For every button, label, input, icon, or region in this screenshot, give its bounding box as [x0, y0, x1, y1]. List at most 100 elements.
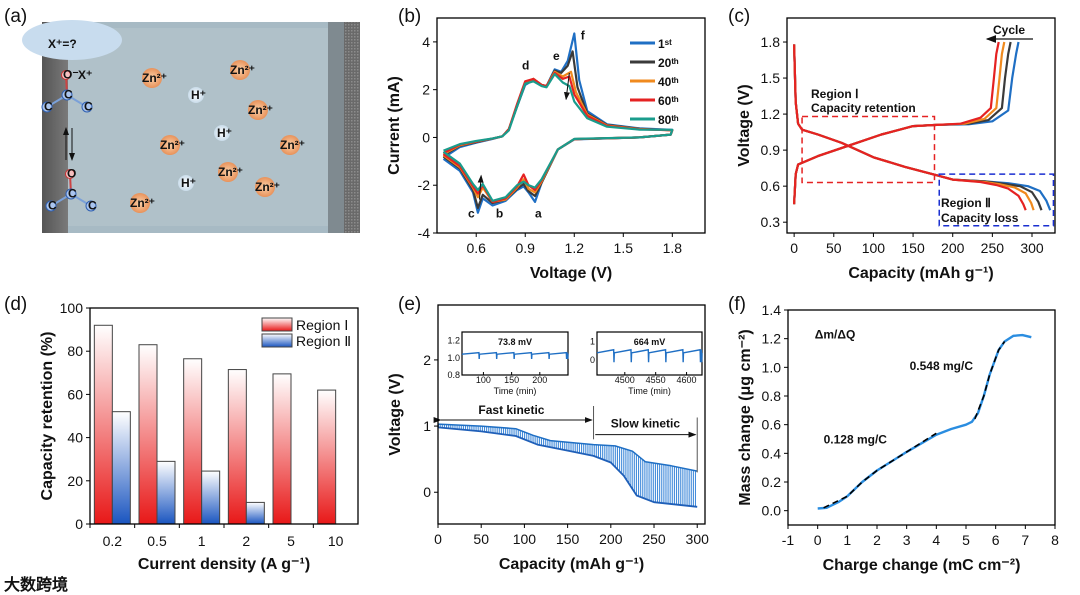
- inset-x-tick-label: 100: [476, 375, 491, 385]
- bar-region-1: [317, 389, 337, 525]
- inset-y-tick-label: 0.8: [447, 370, 460, 380]
- x-tick-label: 300: [686, 531, 710, 547]
- y-tick-label: 2: [423, 352, 431, 368]
- y-axis-title: Voltage (V): [387, 373, 404, 455]
- bar-region-1: [227, 369, 247, 525]
- bar-region-1: [272, 373, 292, 525]
- oxygen-atom: [65, 169, 75, 179]
- zn-ion: [160, 135, 180, 155]
- h-ion-label: H⁺: [191, 88, 206, 102]
- y-axis-title: Current (mA): [386, 76, 403, 175]
- y-tick-label: 100: [60, 300, 84, 316]
- watermark: 大数跨境: [4, 575, 68, 594]
- x-tick-label: 150: [556, 531, 580, 547]
- inset-y-tick-label: 0: [590, 355, 595, 365]
- zn-ion-label: Zn²⁺: [248, 103, 273, 117]
- legend-label: 80ᵗʰ: [658, 113, 679, 127]
- x-axis-title: Current density (A g⁻¹): [138, 556, 310, 573]
- axes-frame: [786, 17, 1056, 234]
- legend-label: 60ᵗʰ: [658, 94, 679, 108]
- zn-ion-label: Zn²⁺: [255, 180, 280, 194]
- fit-line: [823, 432, 937, 509]
- charge-curve: [793, 41, 1020, 205]
- peak-label: d: [522, 58, 529, 72]
- peak-label: a: [535, 206, 542, 220]
- y-tick-label: 0.6: [761, 178, 781, 194]
- y-tick-label: 0.2: [762, 474, 782, 490]
- x-tick-label: 4: [932, 532, 940, 548]
- slow-kinetic-label: Slow kinetic: [611, 416, 681, 430]
- x-tick-label: 0.6: [466, 240, 486, 256]
- bar-region-2: [201, 470, 221, 525]
- zn-ion: [142, 68, 162, 88]
- bubble-text: X⁺=?: [48, 37, 77, 51]
- bar-region-2: [111, 411, 131, 525]
- carbon-atom: [65, 188, 77, 200]
- inset-y-tick-label: 1.0: [447, 353, 460, 363]
- region-2-box: [938, 173, 1055, 227]
- plots: (a) (b) (c) (d) (e) (f) 0.6 0.9 1.2 1.5 1.8 -4 -2 0 2 4…: [4, 6, 1059, 594]
- zn-ion-label: Zn²⁺: [160, 138, 185, 152]
- x-tick-label: 6: [992, 532, 1000, 548]
- carbon-atom: [81, 101, 93, 113]
- y-axis-title: Capacity retention (%): [39, 332, 56, 501]
- panel-label: (d): [4, 294, 27, 315]
- fit-line: [974, 341, 1006, 420]
- zn-ion-label: Zn²⁺: [142, 71, 167, 85]
- x-tick-label: 0: [434, 531, 442, 547]
- x-tick-label: 1.2: [565, 240, 585, 256]
- inset-x-tick-label: 150: [504, 375, 519, 385]
- x-axis-title: Charge change (mC cm⁻²): [823, 557, 1021, 574]
- region-1-title: Region Ⅰ: [811, 87, 859, 101]
- x-tick-label: 200: [599, 531, 623, 547]
- y-tick-label: -2: [418, 177, 431, 193]
- gitt-pulses: [438, 424, 696, 507]
- x-tick-label: 2: [873, 532, 881, 548]
- x-tick-label: 3: [903, 532, 911, 548]
- y-tick-label: 1.5: [761, 70, 781, 86]
- inset-x-axis-title: Time (min): [628, 386, 671, 396]
- y-axis-title: Mass change (μg cm⁻²): [737, 329, 754, 506]
- x-tick-label: -1: [782, 532, 795, 548]
- y-tick-label: 0.4: [762, 445, 782, 461]
- carbon-atom: [45, 200, 57, 212]
- panel-d-chart: 0 20 40 60 80 100 Current density (A g⁻¹) Capac…: [39, 300, 359, 573]
- legend-label: Region Ⅰ: [296, 317, 348, 333]
- inset-x-tick-label: 4600: [677, 375, 697, 385]
- discharge-curve: [793, 44, 1027, 211]
- decrease-arrow-icon: [563, 72, 570, 101]
- inset-title: 73.8 mV: [498, 337, 532, 347]
- y-tick-label: 20: [67, 473, 83, 489]
- oxygen-label: O⁻: [63, 68, 79, 82]
- bar-region-1: [93, 324, 113, 525]
- carbon-label: C: [88, 199, 97, 213]
- y-tick-label: 0: [75, 516, 83, 532]
- carbon-label: C: [64, 88, 73, 102]
- y-tick-label: -4: [418, 225, 431, 241]
- panel-f-chart: -1 0 1 2 3 4 5 6 7 8 0.0 0.2 0.4 0.6 0.8 1.0 1.2 1.4 Charg…: [737, 302, 1059, 574]
- speech-bubble: [22, 20, 122, 60]
- legend-label: 1ˢᵗ: [658, 37, 672, 51]
- carbon-atom: [85, 200, 97, 212]
- zn-ion: [130, 193, 150, 213]
- x-tick-label: 0: [814, 532, 822, 548]
- x-tick-label: 250: [642, 531, 666, 547]
- x-tick-label: 200: [941, 240, 965, 256]
- x-axis-title: Capacity (mAh g⁻¹): [848, 265, 993, 282]
- zn-ion-label: Zn²⁺: [280, 138, 305, 152]
- y-tick-label: 4: [422, 34, 430, 50]
- y-tick-label: 60: [67, 386, 83, 402]
- axes-frame: [787, 309, 1056, 526]
- panel-label: (c): [728, 6, 750, 27]
- legend-label: 40ᵗʰ: [658, 75, 679, 89]
- inset-x-axis-title: Time (min): [494, 386, 537, 396]
- gitt-inset: 4500 4550 4600 0 1 664 mV Time (min): [590, 331, 703, 396]
- electrolyte: [68, 28, 330, 226]
- legend-swatch: [261, 333, 293, 348]
- y-tick-label: 0.0: [762, 503, 782, 519]
- x-tick-label: 1.8: [663, 240, 683, 256]
- x-tick-label: 0: [790, 240, 798, 256]
- carbon-atom: [41, 101, 53, 113]
- slope-2-label: 0.548 mg/C: [910, 359, 974, 373]
